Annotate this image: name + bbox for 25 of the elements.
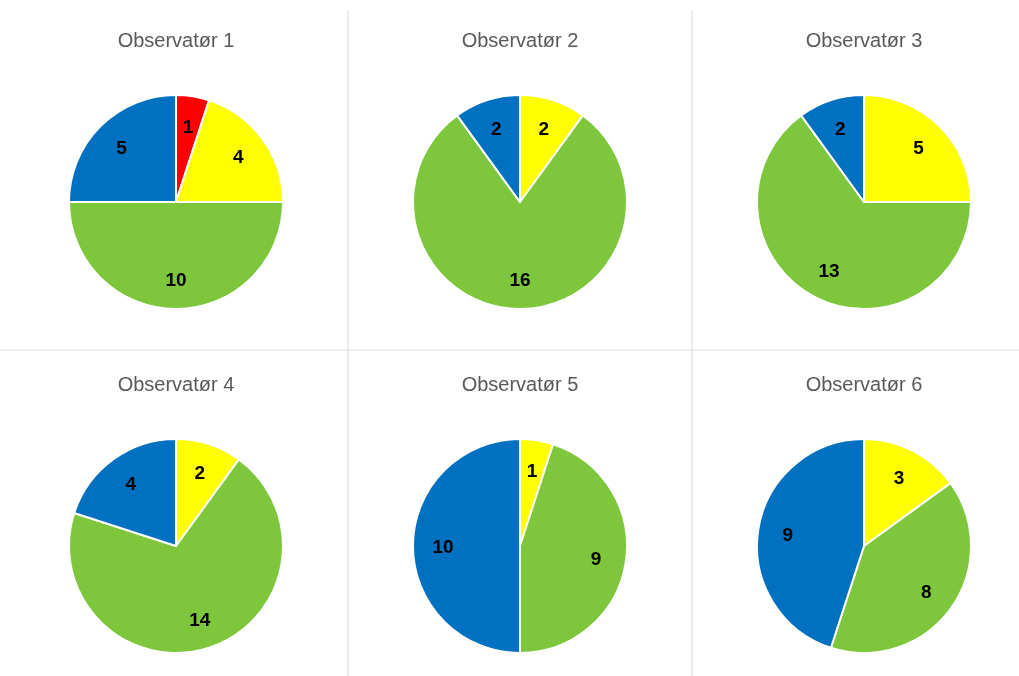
data-label: 5 bbox=[913, 137, 925, 159]
data-label: 9 bbox=[590, 547, 602, 569]
data-label: 10 bbox=[432, 535, 454, 557]
data-label: 2 bbox=[834, 118, 846, 140]
data-label: 3 bbox=[893, 467, 905, 489]
data-label: 2 bbox=[538, 118, 550, 140]
data-label: 1 bbox=[526, 459, 538, 481]
chart-title: Observatør 5 bbox=[461, 373, 579, 395]
data-label: 1 bbox=[182, 115, 194, 137]
data-label: 4 bbox=[125, 473, 137, 495]
chart-title: Observatør 6 bbox=[805, 373, 923, 395]
chart-title: Observatør 4 bbox=[117, 373, 235, 395]
data-label: 16 bbox=[509, 268, 531, 290]
data-label: 10 bbox=[165, 268, 187, 290]
data-label: 9 bbox=[782, 523, 794, 545]
data-label: 5 bbox=[116, 137, 128, 159]
chart-title: Observatør 3 bbox=[805, 29, 923, 51]
data-label: 2 bbox=[194, 462, 206, 484]
data-label: 4 bbox=[233, 146, 245, 168]
chart-title: Observatør 2 bbox=[461, 29, 579, 51]
data-label: 13 bbox=[818, 260, 840, 282]
chart-title: Observatør 1 bbox=[117, 29, 235, 51]
data-label: 14 bbox=[189, 608, 211, 630]
data-label: 8 bbox=[921, 580, 932, 602]
data-label: 2 bbox=[490, 118, 502, 140]
